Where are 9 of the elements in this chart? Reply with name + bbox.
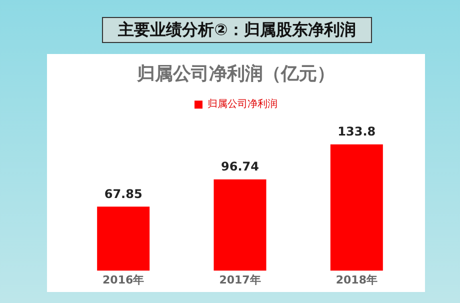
x-tick-label: 2016年 xyxy=(102,273,144,286)
data-label: 67.85 xyxy=(104,186,142,201)
data-label: 96.74 xyxy=(221,160,259,174)
legend-label: 归属公司净利润 xyxy=(208,98,278,110)
x-tick-label: 2018年 xyxy=(336,273,378,286)
chart-subtitle: 归属公司净利润（亿元） xyxy=(136,63,335,84)
chart-title: 主要业绩分析②：归属股东净利润 xyxy=(102,17,372,43)
data-label: 133.8 xyxy=(338,124,376,138)
x-tick-label: 2017年 xyxy=(219,273,261,286)
